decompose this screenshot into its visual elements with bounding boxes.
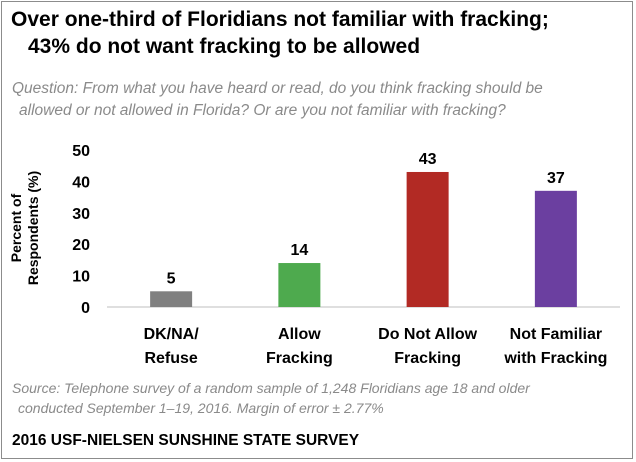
category-label: Not Familiar [510, 326, 602, 343]
y-tick-label: 40 [72, 174, 90, 191]
title-line-1: Over one-third of Floridians not familia… [11, 8, 549, 31]
data-label: 14 [290, 242, 308, 259]
question-line-1: Question: From what you have heard or re… [12, 80, 543, 97]
category-label: Fracking [394, 350, 461, 367]
y-tick-label: 20 [72, 237, 90, 254]
category-label: Fracking [266, 350, 333, 367]
survey-footer: 2016 USF-NIELSEN SUNSHINE STATE SURVEY [12, 432, 360, 449]
title-line-2: 43% do not want fracking to be allowed [28, 35, 421, 58]
data-label: 5 [167, 270, 176, 287]
y-axis-title-line: Respondents (%) [25, 171, 41, 285]
data-label: 43 [419, 151, 437, 168]
bar [278, 263, 321, 307]
question-line-2: allowed or not allowed in Florida? Or ar… [19, 102, 506, 119]
y-axis-title: Percent ofRespondents (%) [8, 171, 41, 285]
y-tick-label: 0 [81, 300, 90, 317]
y-axis-title-line: Percent of [8, 193, 24, 262]
data-label: 37 [547, 170, 565, 187]
source-line-1: Source: Telephone survey of a random sam… [12, 380, 530, 396]
y-tick-label: 50 [72, 143, 90, 160]
chart-title: Over one-third of Floridians not familia… [11, 6, 621, 60]
category-label: DK/NA/ [144, 326, 200, 343]
source-line-2: conducted September 1–19, 2016. Margin o… [18, 400, 384, 416]
bar [406, 171, 449, 307]
source-note: Source: Telephone survey of a random sam… [12, 378, 624, 418]
category-label: Allow [278, 326, 321, 343]
bar [150, 291, 193, 307]
survey-question: Question: From what you have heard or re… [12, 78, 624, 122]
y-tick-label: 30 [72, 206, 90, 223]
y-tick-label: 10 [72, 269, 90, 286]
category-label: with Fracking [503, 350, 607, 367]
bar [534, 190, 577, 307]
category-label: Do Not Allow [378, 326, 478, 343]
category-label: Refuse [144, 350, 197, 367]
